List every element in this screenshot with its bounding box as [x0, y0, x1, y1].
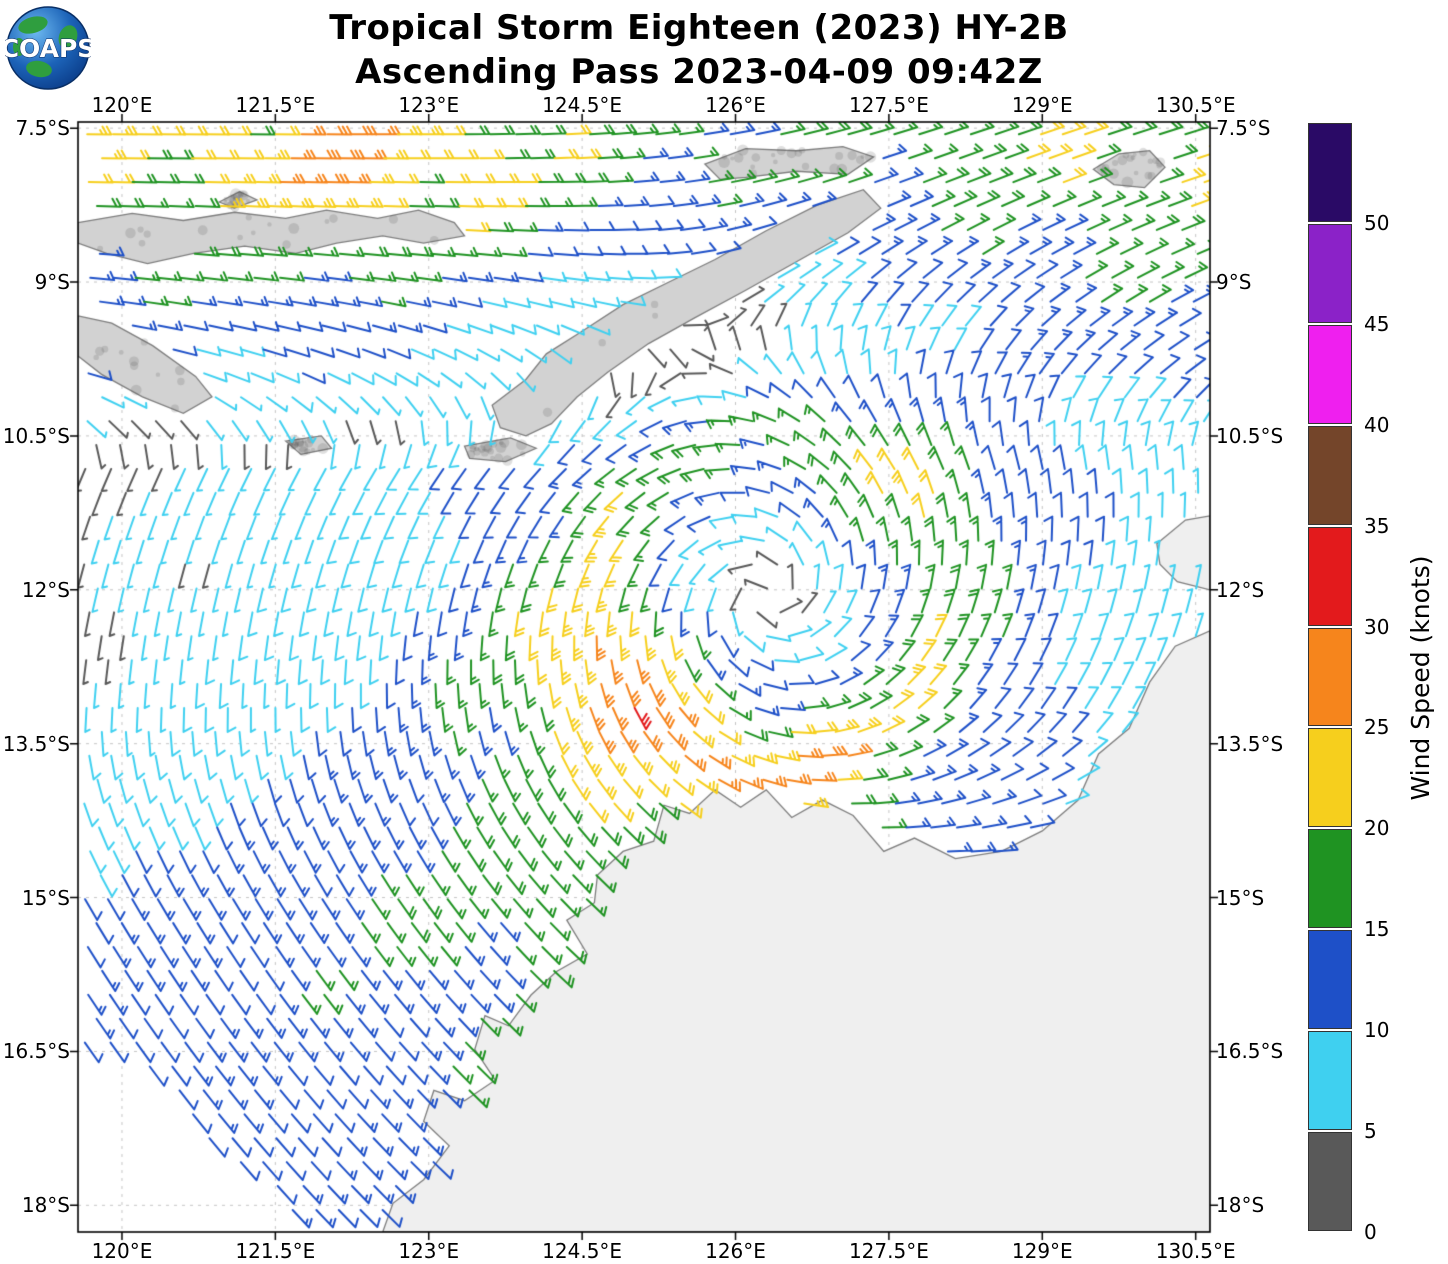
x-tick-label-bottom: 126°E [705, 1239, 766, 1263]
colorbar-segment [1308, 123, 1352, 222]
colorbar-segment [1308, 1132, 1352, 1231]
colorbar-tick-label: 25 [1364, 715, 1390, 740]
y-tick-label-left: 16.5°S [2, 1039, 70, 1064]
colorbar-tick-label: 15 [1364, 917, 1390, 942]
colorbar-tick-label: 50 [1364, 210, 1390, 235]
colorbar-segment [1308, 1031, 1352, 1131]
y-tick-label-right: 16.5°S [1216, 1039, 1284, 1064]
colorbar-segment [1308, 627, 1352, 727]
colorbar-tick-label: 0 [1364, 1220, 1377, 1244]
y-tick-label-left: 18°S [21, 1193, 70, 1218]
y-tick-label-right: 15°S [1216, 885, 1265, 910]
y-tick-label-left: 9°S [34, 270, 70, 295]
colorbar-segment [1308, 223, 1352, 323]
y-tick-label-left: 10.5°S [2, 423, 70, 448]
x-tick-label-bottom: 124.5°E [542, 1239, 623, 1263]
x-tick-label-bottom: 130.5°E [1155, 1239, 1236, 1263]
x-tick-label-top: 126°E [705, 93, 766, 117]
y-tick-label-right: 9°S [1216, 270, 1252, 295]
y-tick-label-right: 13.5°S [1216, 731, 1284, 756]
x-tick-label-bottom: 127.5°E [848, 1239, 929, 1263]
colorbar-tick-label: 10 [1364, 1018, 1390, 1043]
x-tick-label-top: 124.5°E [542, 93, 623, 117]
y-tick-label-left: 7.5°S [15, 116, 70, 141]
y-tick-label-left: 12°S [21, 577, 70, 602]
colorbar-tick-label: 35 [1364, 513, 1390, 538]
colorbar-label: Wind Speed (knots) [1406, 555, 1435, 801]
x-tick-label-top: 121.5°E [235, 93, 316, 117]
colorbar-tick-label: 30 [1364, 614, 1390, 639]
colorbar-segment [1308, 728, 1352, 828]
x-tick-label-bottom: 121.5°E [235, 1239, 316, 1263]
wind-speed-colorbar [1308, 122, 1354, 1232]
colorbar-tick-label: 5 [1364, 1119, 1377, 1144]
colorbar-segment [1308, 324, 1352, 424]
x-tick-label-top: 123°E [398, 93, 460, 117]
x-tick-label-top: 129°E [1011, 93, 1073, 117]
x-tick-label-top: 130.5°E [1155, 93, 1236, 117]
y-tick-label-left: 13.5°S [2, 731, 70, 756]
y-tick-label-right: 10.5°S [1216, 423, 1284, 448]
colorbar-segment [1308, 930, 1352, 1030]
x-tick-label-top: 120°E [91, 93, 153, 117]
colorbar-segment [1308, 829, 1352, 929]
x-tick-label-bottom: 120°E [91, 1239, 153, 1263]
x-tick-label-top: 127.5°E [848, 93, 929, 117]
y-tick-label-right: 7.5°S [1216, 116, 1271, 141]
colorbar-tick-label: 20 [1364, 816, 1390, 841]
y-tick-label-left: 15°S [21, 885, 70, 910]
y-tick-label-right: 18°S [1216, 1193, 1265, 1218]
colorbar-segment [1308, 425, 1352, 525]
colorbar-tick-label: 40 [1364, 412, 1390, 437]
x-tick-label-bottom: 123°E [398, 1239, 460, 1263]
colorbar-segment [1308, 526, 1352, 626]
x-tick-label-bottom: 129°E [1011, 1239, 1073, 1263]
y-tick-label-right: 12°S [1216, 577, 1265, 602]
colorbar-tick-label: 45 [1364, 311, 1390, 336]
